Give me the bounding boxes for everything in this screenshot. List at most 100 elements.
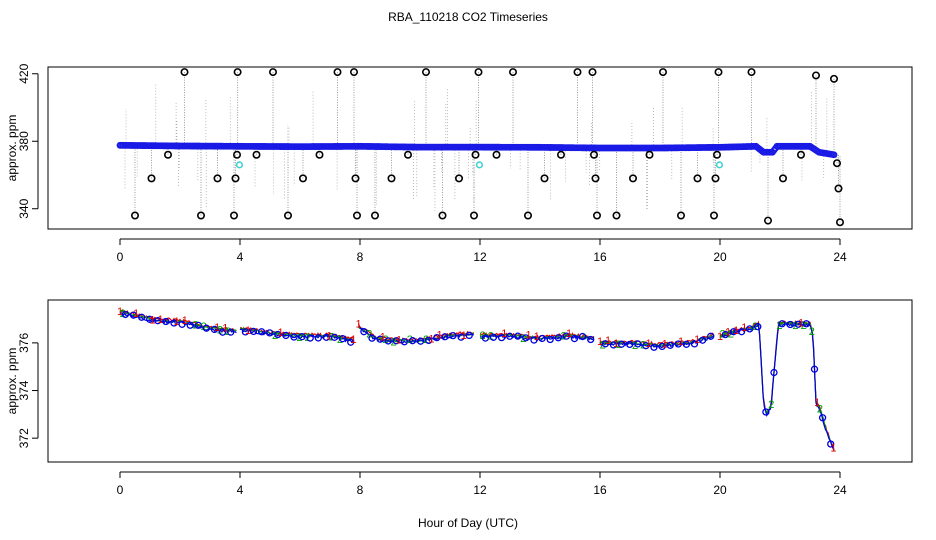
- outlier-point: [180, 68, 189, 77]
- series-1-marker: 1: [436, 330, 442, 342]
- series-1-marker: 1: [725, 327, 731, 339]
- x-tick-label: 4: [237, 483, 244, 497]
- top-panel: 0 4 8 12 16 20 24 340 380 420 approx. ppm: [5, 63, 913, 264]
- series-3-marker: [282, 331, 290, 340]
- series-3-marker: [601, 340, 610, 348]
- series-3-marker: [570, 334, 579, 343]
- series-3-marker: [721, 330, 730, 339]
- outlier-point: [403, 150, 412, 159]
- outlier-point: [333, 68, 342, 77]
- series-3-marker: [384, 337, 392, 345]
- outlier-point: [676, 211, 685, 220]
- alt-point: [235, 161, 243, 169]
- y-tick-label: 340: [17, 198, 31, 218]
- series-1-marker: 1: [798, 318, 804, 330]
- series-1-marker: 1: [694, 334, 700, 346]
- series-2-marker: 2: [817, 403, 823, 415]
- series-2-marker: 2: [366, 328, 372, 340]
- y-tick-label: 380: [17, 131, 31, 151]
- outlier-point: [131, 211, 140, 220]
- series-3-marker: [481, 334, 490, 342]
- series-1-line: [479, 332, 595, 340]
- series-3-marker: [818, 414, 827, 422]
- series-1-marker: 1: [380, 332, 386, 344]
- outlier-point: [438, 211, 447, 220]
- plot-frame: [47, 299, 913, 463]
- outlier-point: [469, 211, 478, 220]
- x-tick-label: 20: [713, 250, 727, 264]
- series-3-marker: [202, 324, 211, 332]
- outlier-connectors: [124, 72, 841, 223]
- series-1-marker: 1: [830, 443, 836, 455]
- series-3-marker: [306, 334, 314, 342]
- outlier-point: [540, 174, 549, 183]
- series-3-marker: [274, 330, 282, 339]
- series-3-marker: [666, 341, 674, 349]
- series-3-marker: [194, 321, 202, 329]
- outlier-point: [349, 68, 358, 77]
- outlier-point: [283, 211, 292, 220]
- outlier-point: [508, 68, 517, 77]
- series-3-marker: [257, 328, 266, 336]
- series-3-marker: [218, 328, 227, 336]
- outlier-point: [591, 174, 600, 183]
- outlier-point: [523, 211, 532, 220]
- series-1-marker: 1: [350, 334, 356, 346]
- series-3-marker: [530, 336, 538, 344]
- series-3-marker: [658, 342, 666, 351]
- series-1-marker: 1: [355, 319, 361, 331]
- x-tick-label: 24: [833, 250, 847, 264]
- outlier-point: [832, 159, 841, 168]
- series-3-marker: [266, 329, 274, 337]
- series-1-marker: 1: [741, 322, 747, 334]
- series-1-marker: 1: [222, 323, 228, 335]
- series-3-marker: [425, 336, 433, 345]
- outlier-point: [747, 68, 756, 77]
- series-3-marker: [347, 338, 355, 346]
- alt-point: [475, 161, 484, 169]
- series-3-marker: [154, 317, 162, 325]
- series-3-marker: [137, 313, 146, 321]
- series-3-marker: [497, 333, 506, 342]
- series-3-marker: [121, 310, 130, 319]
- series-3-marker: [698, 336, 707, 344]
- series-3-marker: [827, 440, 835, 448]
- series-1-marker: 1: [814, 397, 820, 409]
- series-2-marker: 2: [768, 399, 774, 411]
- series-3-marker: [298, 333, 306, 341]
- series-3-marker: [674, 340, 682, 348]
- series-3-marker: [650, 343, 658, 351]
- y-axis-label: approx. ppm: [5, 115, 19, 182]
- outlier-point: [709, 211, 718, 220]
- series-3-marker: [489, 333, 498, 341]
- series-3-marker: [227, 328, 235, 336]
- series-3-marker: [416, 337, 425, 345]
- x-tick-label: 4: [237, 250, 244, 264]
- series-1-marker: 1: [534, 331, 540, 343]
- outlier-point: [351, 174, 360, 183]
- series-3-marker: [754, 323, 762, 331]
- outlier-point: [164, 150, 173, 159]
- series-3-marker: [249, 327, 258, 336]
- outlier-point: [252, 150, 261, 159]
- series-3-marker: [682, 340, 691, 348]
- y-axis-label: approx. ppm: [5, 348, 19, 415]
- series-1-marker: 1: [461, 330, 467, 342]
- series-1-marker: 1: [613, 338, 619, 350]
- outlier-point: [714, 68, 723, 77]
- outlier-point: [778, 174, 787, 183]
- series-3-marker: [210, 325, 219, 334]
- outlier-point: [471, 150, 480, 159]
- series-3-marker: [400, 338, 409, 346]
- series-1-marker: 1: [214, 322, 220, 334]
- series-3-marker: [786, 320, 794, 329]
- series-1-marker: 1: [733, 325, 739, 337]
- outlier-point: [370, 211, 379, 220]
- outlier-point: [711, 174, 720, 183]
- x-tick-label: 8: [357, 250, 364, 264]
- y-tick-label: 376: [17, 333, 31, 353]
- x-tick-label: 16: [593, 483, 607, 497]
